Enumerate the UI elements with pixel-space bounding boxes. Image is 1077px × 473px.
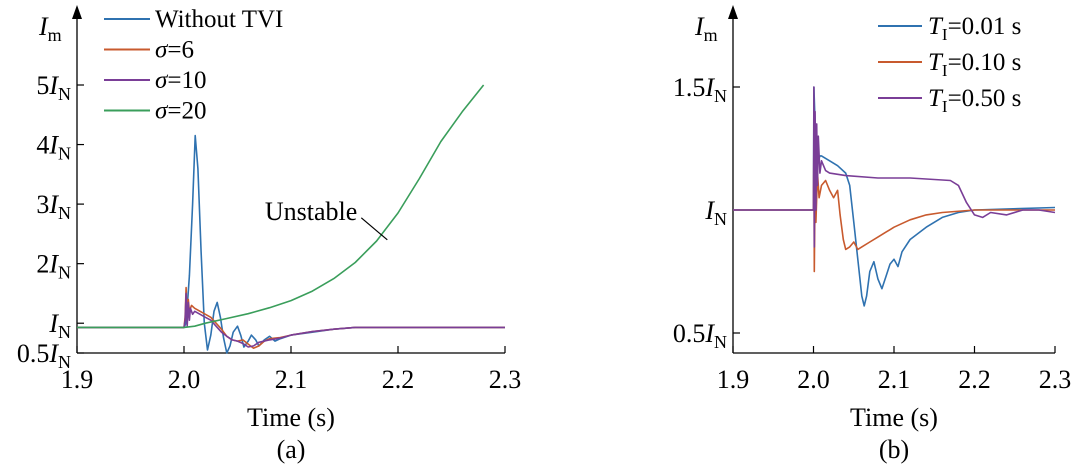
y-tick-label-a: IN — [48, 309, 71, 342]
y-tick-label-b: 1.5IN — [673, 73, 727, 106]
y-tick-sub: N — [714, 86, 727, 106]
series-line-a-2 — [77, 292, 505, 348]
y-tick-label-a: 0.5IN — [17, 339, 71, 372]
y-tick-label-a: 4IN — [36, 131, 71, 164]
y-axis-title-sub: m — [48, 25, 62, 45]
y-axis-title-a: Im — [38, 12, 62, 45]
legend-symbol: σ — [155, 67, 169, 94]
y-axis-arrow-a — [72, 5, 82, 19]
plot-area-b — [733, 86, 1056, 307]
legend-entry-b-1: TI=0.10 s — [928, 49, 1021, 80]
x-tick-label-a: 2.0 — [168, 365, 201, 394]
legend-label: Without TVI — [155, 6, 283, 33]
legend-value: =0.10 s — [948, 49, 1022, 76]
legend-sub: I — [942, 25, 948, 44]
x-tick-label-a: 2.3 — [489, 365, 522, 394]
y-tick-symbol: I — [704, 73, 715, 102]
annotation-leader — [360, 217, 388, 241]
legend-symbol: σ — [155, 98, 169, 125]
y-tick-label-b: IN — [704, 196, 727, 229]
y-tick-symbol: I — [48, 309, 59, 338]
x-axis-title-b: Time (s) — [850, 403, 938, 432]
annotation-unstable: Unstable — [265, 197, 357, 226]
y-tick-label-a: 2IN — [36, 250, 71, 283]
y-tick-symbol: I — [48, 71, 59, 100]
x-tick-label-b: 2.0 — [797, 365, 830, 394]
legend-value: =0.50 s — [948, 85, 1022, 112]
x-tick-label-b: 2.1 — [878, 365, 911, 394]
x-tick-label-b: 1.9 — [717, 365, 750, 394]
legend-value: =20 — [167, 98, 206, 125]
y-tick-sub: N — [58, 352, 71, 372]
y-tick-sub: N — [58, 144, 71, 164]
y-tick-symbol: I — [48, 250, 59, 279]
y-axis-title-symbol: I — [694, 12, 705, 41]
series-line-b-2 — [733, 86, 1056, 248]
legend-entry-a-0: Without TVI — [155, 6, 283, 33]
series-line-a-0 — [77, 134, 505, 354]
plot-area-a — [77, 84, 505, 354]
legend-sub: I — [942, 97, 948, 116]
y-tick-symbol: I — [48, 190, 59, 219]
y-tick-symbol: I — [48, 339, 59, 368]
series-line-b-1 — [733, 135, 1055, 273]
panel-label-b: (b) — [879, 435, 909, 464]
legend-entry-a-3: σ=20 — [155, 98, 206, 125]
x-tick-label-b: 2.3 — [1039, 365, 1072, 394]
chart-panel-a: 1.9 2.0 2.1 2.2 2.30.5ININ2IN3IN4IN5INImTime… — [17, 5, 521, 464]
y-tick-coef: 5 — [36, 71, 49, 100]
y-tick-label-b: 0.5IN — [673, 319, 727, 352]
y-tick-symbol: I — [48, 131, 59, 160]
y-tick-coef: 0.5 — [673, 319, 706, 348]
y-axis-title-sub: m — [704, 25, 718, 45]
legend-symbol: T — [928, 13, 944, 40]
x-axis-title-a: Time (s) — [247, 403, 335, 432]
legend-value: =0.01 s — [948, 13, 1022, 40]
legend-entry-b-0: TI=0.01 s — [928, 13, 1021, 44]
legend-entry-b-2: TI=0.50 s — [928, 85, 1021, 116]
legend-sub: I — [942, 61, 948, 80]
y-tick-sub: N — [58, 84, 71, 104]
series-line-b-0 — [733, 86, 1056, 307]
y-tick-sub: N — [58, 203, 71, 223]
y-axis-title-b: Im — [694, 12, 718, 45]
x-tick-label-a: 1.9 — [61, 365, 94, 394]
legend-value: =10 — [167, 67, 206, 94]
panel-label-a: (a) — [277, 435, 306, 464]
y-axis-arrow-b — [728, 5, 738, 19]
y-tick-coef: 0.5 — [17, 339, 50, 368]
series-line-a-3 — [77, 84, 485, 329]
y-tick-label-a: 3IN — [36, 190, 71, 223]
y-tick-sub: N — [714, 209, 727, 229]
y-tick-label-a: 5IN — [36, 71, 71, 104]
y-tick-sub: N — [58, 263, 71, 283]
y-axis-title-symbol: I — [38, 12, 49, 41]
y-tick-coef: 1.5 — [673, 73, 706, 102]
legend-entry-a-2: σ=10 — [155, 67, 206, 94]
y-tick-symbol: I — [704, 196, 715, 225]
legend-entry-a-1: σ=6 — [155, 37, 194, 64]
legend-symbol: T — [928, 85, 944, 112]
legend-symbol: σ — [155, 37, 169, 64]
y-tick-sub: N — [714, 332, 727, 352]
y-tick-coef: 3 — [36, 190, 49, 219]
x-tick-label-a: 2.1 — [275, 365, 308, 394]
legend-symbol: T — [928, 49, 944, 76]
y-tick-coef: 4 — [36, 131, 49, 160]
x-tick-label-a: 2.2 — [382, 365, 415, 394]
y-tick-coef: 2 — [36, 250, 49, 279]
x-tick-label-b: 2.2 — [958, 365, 991, 394]
y-tick-symbol: I — [704, 319, 715, 348]
y-tick-sub: N — [58, 322, 71, 342]
legend-value: =6 — [167, 37, 194, 64]
series-line-a-1 — [77, 286, 505, 349]
